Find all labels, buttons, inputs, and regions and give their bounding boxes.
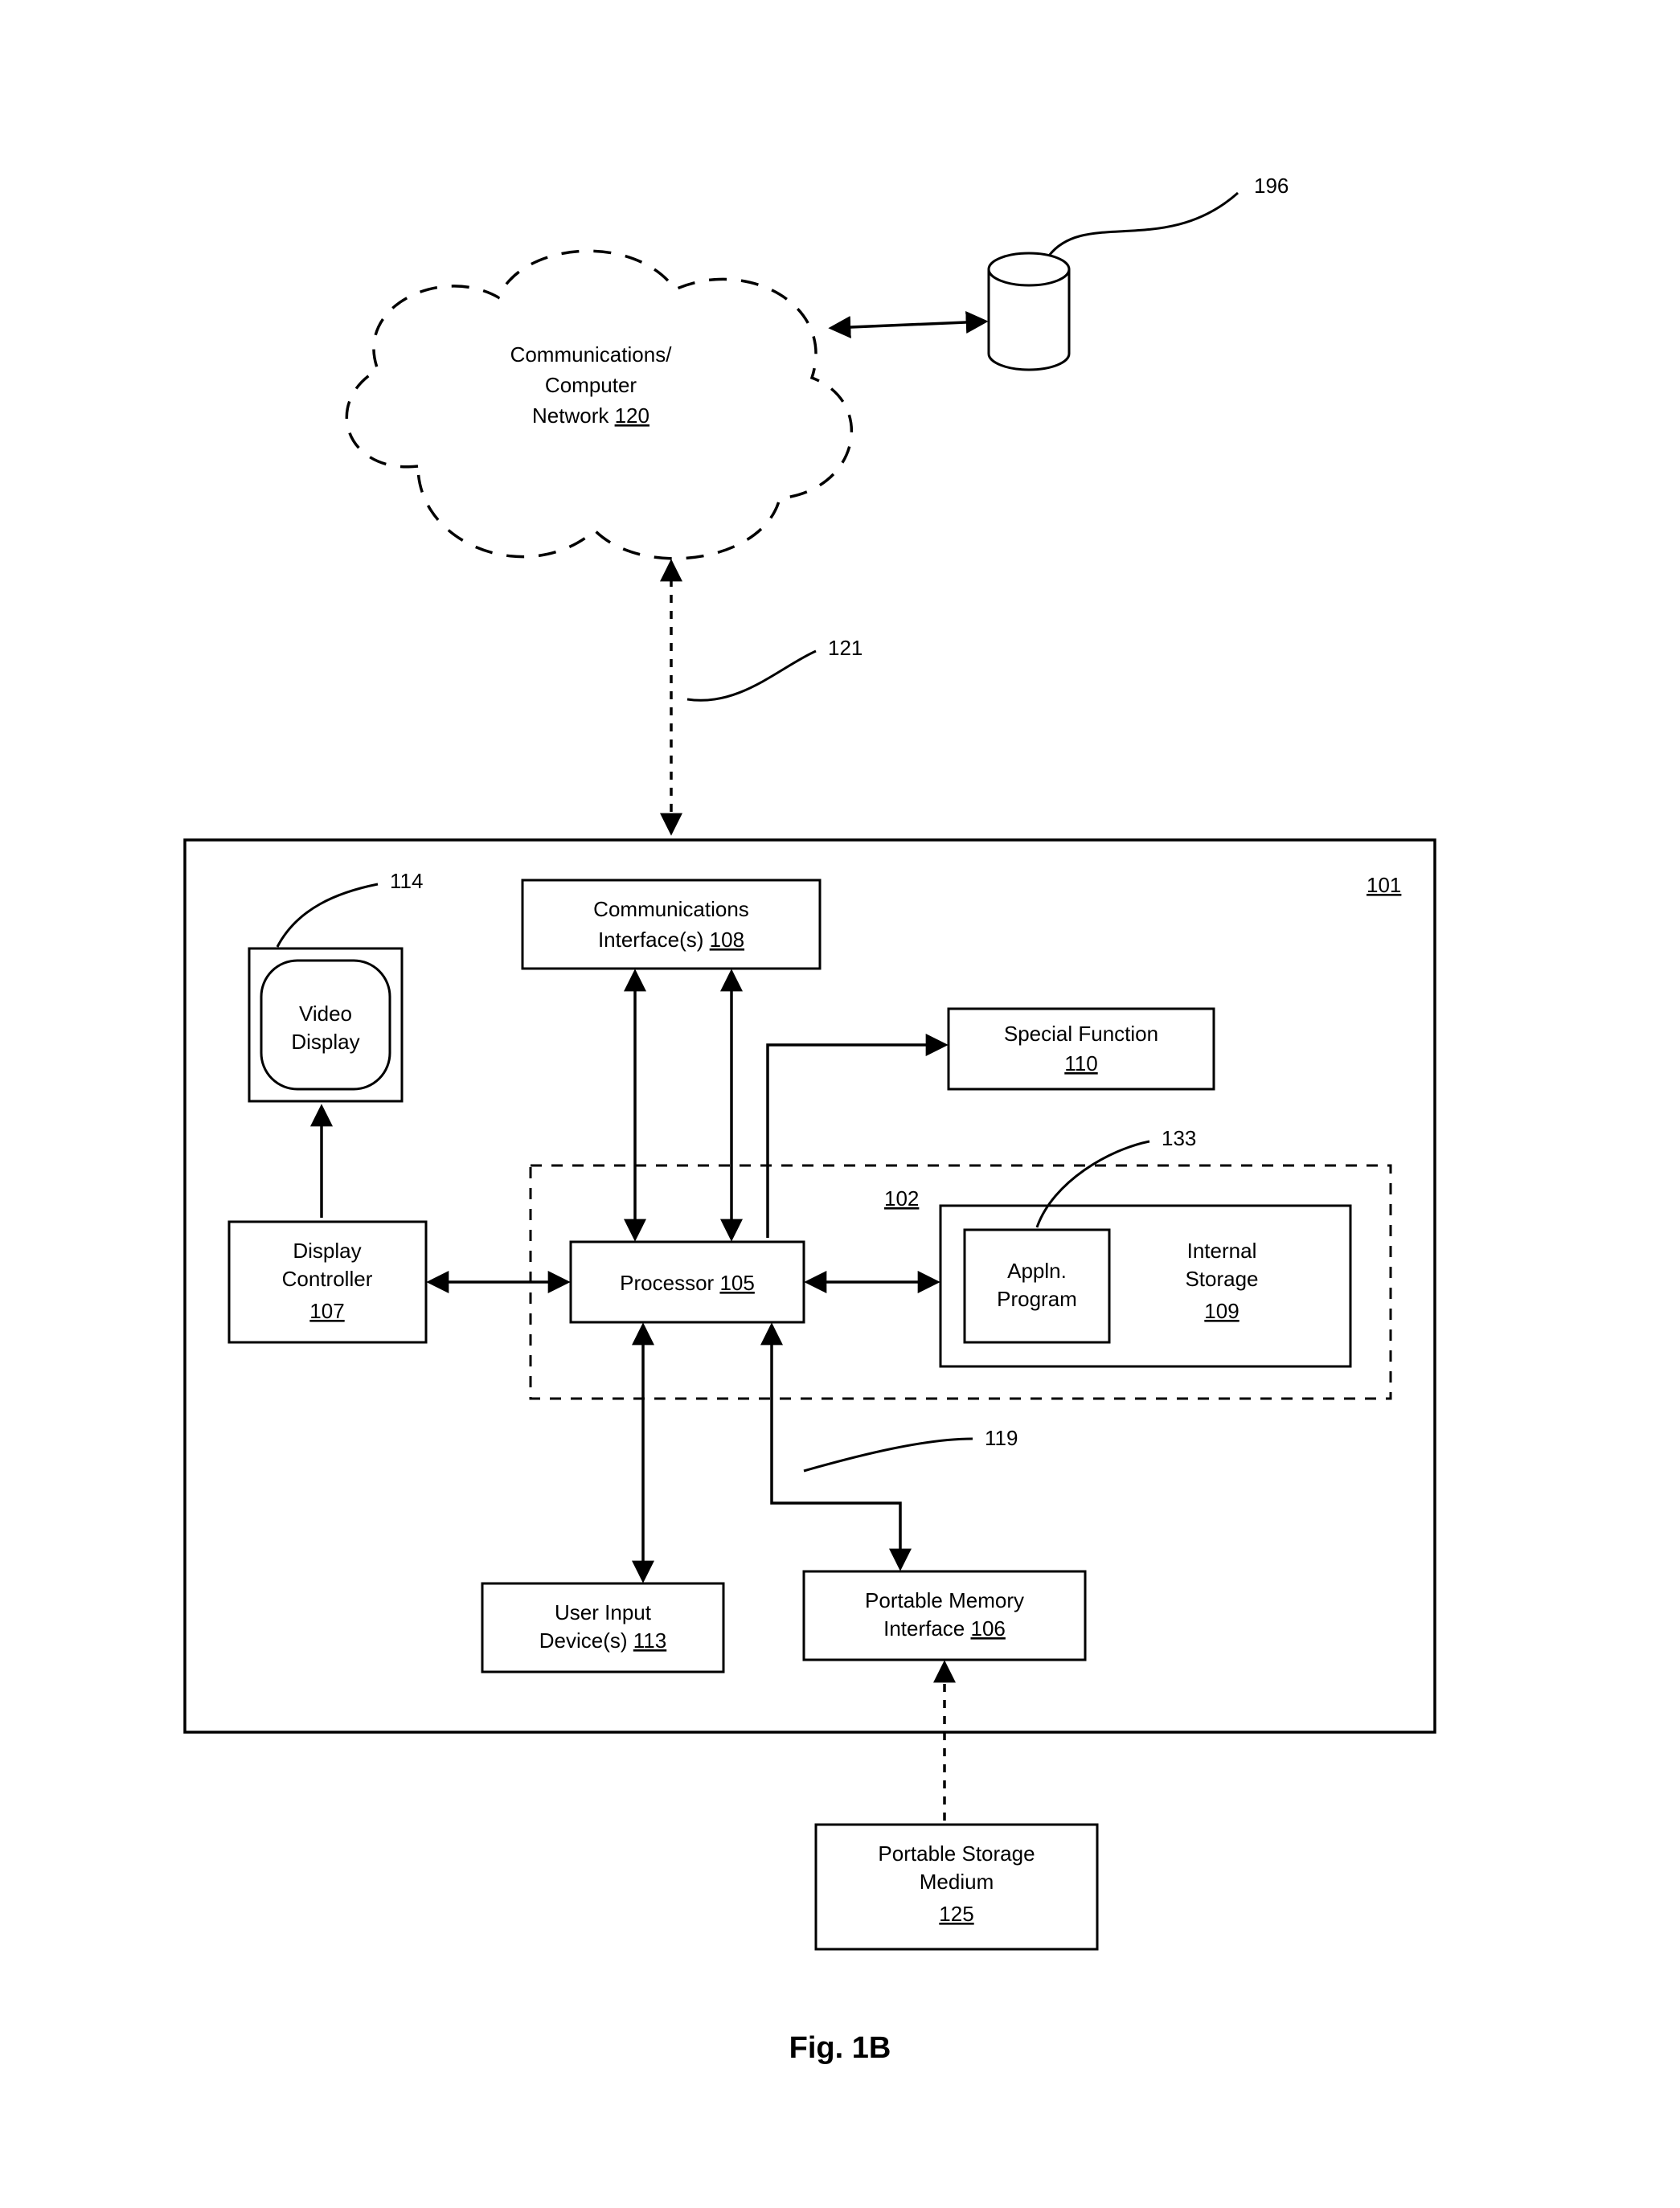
database-icon: [989, 193, 1238, 370]
comm-iface-line2: Interface(s) 108: [598, 928, 744, 952]
display-ctrl-num: 107: [309, 1299, 344, 1323]
appln-line2: Program: [997, 1287, 1077, 1311]
arrow-cloud-db: [832, 322, 985, 328]
internal-storage-line2: Storage: [1185, 1267, 1258, 1291]
portable-medium-line1: Portable Storage: [878, 1841, 1035, 1866]
portable-medium-line2: Medium: [920, 1870, 994, 1894]
display-ctrl-line1: Display: [293, 1239, 361, 1263]
lead-121: [687, 651, 816, 700]
ref-196: 196: [1254, 174, 1289, 198]
ref-119: 119: [985, 1426, 1018, 1450]
internal-storage-line1: Internal: [1187, 1239, 1257, 1263]
appln-line1: Appln.: [1007, 1259, 1067, 1283]
figure-caption: Fig. 1B: [789, 2031, 891, 2065]
display-ctrl-line2: Controller: [282, 1267, 373, 1291]
internal-storage-num: 109: [1204, 1299, 1239, 1323]
user-input-line2: Device(s) 113: [539, 1628, 666, 1653]
special-fn-num: 110: [1064, 1051, 1097, 1075]
cloud-line1: Communications/: [510, 342, 673, 367]
appln-box: [965, 1230, 1109, 1342]
portable-medium-num: 125: [939, 1902, 973, 1926]
video-display-line1: Video: [299, 1002, 352, 1026]
special-fn-line1: Special Function: [1004, 1022, 1158, 1046]
ref-114: 114: [390, 869, 423, 893]
ref-102: 102: [884, 1186, 919, 1211]
comm-iface-box: [522, 880, 820, 969]
ref-133: 133: [1162, 1126, 1196, 1150]
diagram-canvas: 196 Communications/ Computer Network 120…: [0, 0, 1680, 2204]
video-display-line2: Display: [291, 1030, 359, 1054]
cloud-box: Communications/ Computer Network 120: [346, 251, 851, 559]
cloud-line3: Network 120: [532, 404, 649, 428]
video-display-box: Video Display: [249, 948, 402, 1101]
portable-iface-box: [804, 1571, 1085, 1660]
ref-121: 121: [828, 636, 863, 660]
cloud-line2: Computer: [545, 373, 637, 397]
portable-iface-line2: Interface 106: [883, 1616, 1006, 1641]
user-input-box: [482, 1583, 723, 1672]
ref-101: 101: [1367, 873, 1401, 897]
processor-label: Processor 105: [620, 1271, 755, 1295]
comm-iface-line1: Communications: [593, 897, 749, 921]
special-fn-box: [949, 1009, 1214, 1089]
portable-iface-line1: Portable Memory: [865, 1588, 1024, 1612]
user-input-line1: User Input: [555, 1600, 652, 1624]
